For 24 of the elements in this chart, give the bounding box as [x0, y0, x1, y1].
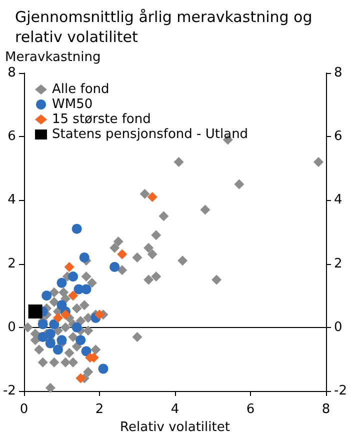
- x-tick-label: 2: [95, 402, 104, 417]
- legend-label: WM50: [52, 97, 93, 112]
- x-axis-title: Relativ volatilitet: [120, 420, 230, 435]
- x-tick-label: 4: [170, 402, 180, 417]
- y-tick-label: 6: [8, 129, 16, 144]
- y2-tick-label: 4: [334, 192, 342, 208]
- y-tick-label: 2: [8, 256, 16, 272]
- y-tick-label: 0: [8, 320, 16, 335]
- y2-tick-label: 6: [334, 129, 342, 144]
- legend-label: Alle fond: [52, 82, 110, 97]
- y2-tick-label: 0: [334, 320, 342, 335]
- y2-tick-label: -2: [334, 384, 348, 398]
- y-axis-title: Meravkastning: [5, 50, 101, 65]
- x-tick-label: 8: [322, 402, 330, 417]
- y-tick-label: 4: [8, 192, 16, 208]
- chart-title: Gjennomsnittlig årlig meravkastning og relativ volatilitet: [15, 8, 318, 46]
- y2-tick-label: 2: [334, 256, 342, 272]
- x-tick-label: 6: [246, 402, 255, 417]
- legend-label: 15 største fond: [52, 112, 151, 127]
- x-tick-label: 0: [20, 402, 28, 417]
- y2-tick-label: 8: [334, 66, 342, 80]
- y-tick-label: 8: [8, 66, 16, 80]
- legend-label: Statens pensjonsfond - Utland: [52, 127, 248, 142]
- y-tick-label: -2: [2, 384, 16, 398]
